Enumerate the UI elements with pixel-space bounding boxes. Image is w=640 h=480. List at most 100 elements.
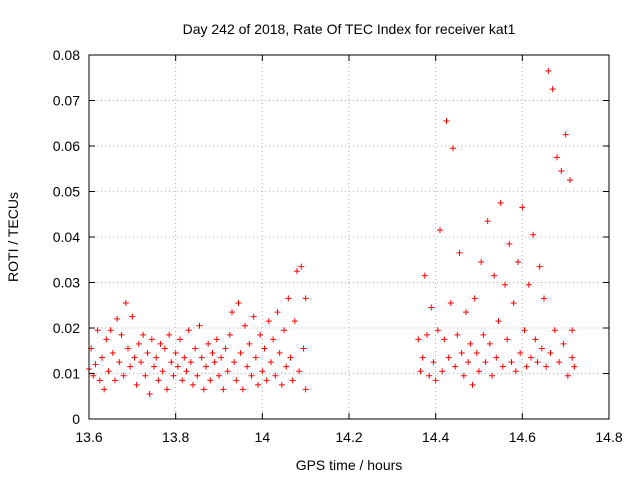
data-point (125, 345, 131, 352)
data-point (545, 67, 552, 74)
data-point (300, 345, 307, 352)
data-point (499, 363, 506, 370)
data-point (183, 368, 190, 375)
data-point (415, 336, 422, 343)
y-axis-label: ROTI / TECUs (5, 192, 21, 282)
y-tick-label: 0.05 (53, 184, 80, 200)
data-point (432, 377, 439, 384)
data-point (458, 350, 465, 357)
data-point (177, 336, 183, 343)
data-point (439, 368, 446, 375)
data-point (530, 231, 537, 238)
data-point (419, 354, 426, 361)
data-point (523, 363, 530, 370)
data-point (536, 263, 543, 270)
data-point (129, 313, 136, 320)
x-tick-label: 14.6 (509, 429, 536, 445)
data-point (473, 350, 480, 357)
data-point (213, 336, 220, 343)
data-point (203, 363, 209, 370)
data-point (166, 331, 173, 338)
data-point (278, 381, 285, 388)
data-point (118, 331, 125, 338)
data-point (515, 259, 521, 266)
data-point (456, 249, 463, 256)
data-point (421, 272, 428, 279)
y-tick-label: 0.08 (53, 47, 80, 63)
data-point (554, 154, 560, 161)
data-point (569, 354, 576, 361)
data-point (185, 327, 192, 334)
data-point (239, 386, 246, 393)
data-point (198, 354, 205, 361)
data-point (263, 377, 270, 384)
data-point (291, 318, 298, 325)
data-point (560, 340, 567, 347)
y-tick-label: 0.04 (53, 229, 80, 245)
data-point (161, 345, 168, 352)
data-point (107, 327, 114, 334)
data-point (190, 381, 196, 388)
data-point (465, 359, 472, 366)
data-point (302, 386, 309, 393)
data-point (148, 336, 155, 343)
data-point (460, 372, 467, 379)
data-point (519, 204, 526, 211)
data-point (192, 345, 199, 352)
data-point (298, 263, 305, 270)
data-point (285, 295, 292, 302)
data-point (424, 331, 430, 338)
data-point (471, 295, 478, 302)
data-point (142, 372, 149, 379)
data-point (133, 381, 140, 388)
data-point (491, 272, 498, 279)
data-point (564, 372, 571, 379)
data-point (255, 381, 261, 388)
data-point (569, 327, 576, 334)
data-point (562, 131, 569, 138)
x-axis-label: GPS time / hours (296, 457, 403, 473)
chart-title: Day 242 of 2018, Rate Of TEC Index for r… (183, 21, 516, 37)
data-point (426, 372, 433, 379)
data-point (486, 340, 493, 347)
data-point (207, 377, 214, 384)
data-point (450, 145, 456, 152)
data-point (495, 318, 502, 325)
data-point (445, 354, 452, 361)
data-point (122, 299, 129, 306)
data-point (155, 377, 162, 384)
data-point (502, 281, 508, 288)
data-point (135, 340, 142, 347)
data-point (224, 368, 231, 375)
data-point (281, 327, 287, 334)
data-point (250, 313, 257, 320)
data-point (181, 354, 188, 361)
data-point (551, 327, 558, 334)
data-point (493, 354, 500, 361)
data-point (151, 363, 157, 370)
data-point (259, 368, 266, 375)
data-point (274, 309, 281, 316)
data-point (114, 315, 121, 322)
data-point (226, 331, 233, 338)
y-tick-label: 0.03 (53, 275, 80, 291)
data-point (567, 177, 573, 184)
data-point (170, 372, 177, 379)
data-point (138, 359, 144, 366)
data-point (187, 359, 194, 366)
data-point (131, 354, 138, 361)
data-point (216, 372, 222, 379)
data-point (463, 309, 469, 316)
data-point (246, 340, 253, 347)
y-tick-labels: 0 0.01 0.02 0.03 0.04 0.05 0.06 0.07 0.08 (53, 47, 80, 427)
data-point (222, 345, 229, 352)
data-point (434, 327, 441, 334)
data-point (257, 331, 264, 338)
data-point (265, 318, 272, 325)
data-point (174, 363, 181, 370)
data-point (159, 368, 166, 375)
data-point (164, 386, 170, 393)
y-tick-label: 0.02 (53, 320, 80, 336)
data-point (287, 354, 294, 361)
